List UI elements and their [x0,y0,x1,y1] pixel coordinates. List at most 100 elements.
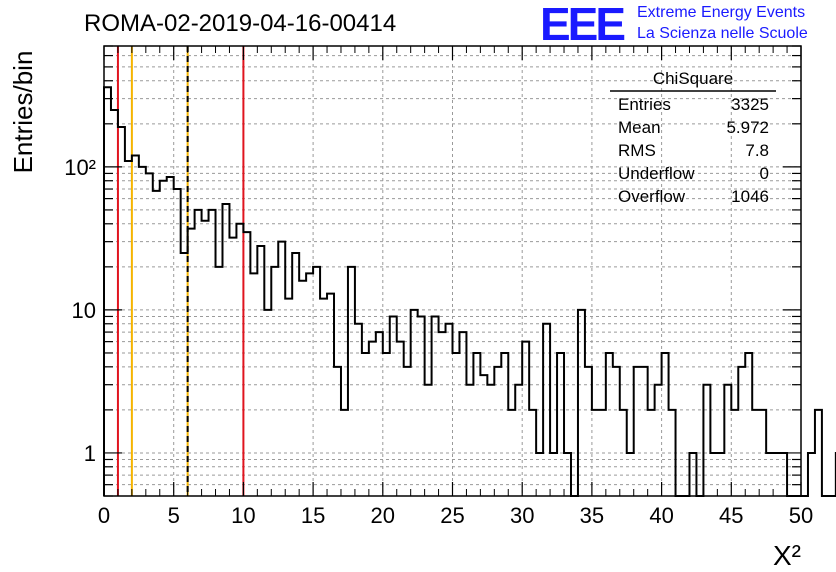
histogram-bin [118,127,125,496]
histogram-bin [167,177,174,496]
histogram-bin [327,294,334,496]
y-tick-labels: 1 10 10² [64,155,96,466]
histogram-bin [439,332,446,496]
histogram-bin [487,385,494,496]
x-tick-label: 25 [440,503,464,528]
histogram-bin [494,367,501,496]
histogram-bin [425,385,432,496]
histogram-bin [641,367,648,496]
y-tick-label: 1 [84,441,96,466]
stats-value: 1046 [731,187,769,206]
histogram-bin [766,453,773,496]
histogram-bin [264,310,271,496]
x-tick-label: 35 [580,503,604,528]
histogram-bin [557,353,564,496]
histogram-bin [376,332,383,496]
histogram-bin [620,410,627,496]
histogram-bin [662,353,669,496]
stats-box: ChiSquare Entries 3325 Mean 5.972 RMS 7.8 Unde… [610,69,776,206]
histogram-bin [299,281,306,496]
histogram-bin [627,453,634,496]
x-tick-labels: 0 5 10 15 20 25 30 35 40 45 50 [98,503,813,528]
histogram-bin [125,161,132,496]
histogram-bin [473,353,480,496]
histogram-bin [710,453,717,496]
histogram-bin [236,224,243,496]
histogram-bin [250,273,257,496]
histogram-bin [111,110,118,496]
histogram-bin [229,238,236,496]
histogram-bin [174,189,181,496]
x-tick-label: 15 [301,503,325,528]
eee-logo-mark: EEE [540,0,626,50]
histogram-bin [271,267,278,496]
histogram-bin [362,353,369,496]
histogram-bin [808,453,815,496]
histogram-bin [313,267,320,496]
histogram-bin [285,299,292,496]
histogram-bin [292,253,299,496]
x-tick-label: 20 [371,503,395,528]
histogram-bin [243,232,250,496]
histogram-bin [320,299,327,496]
histogram-bin [745,353,752,496]
histogram-bin [257,246,264,496]
histogram-outline [103,86,836,497]
histogram-bin [209,210,216,496]
histogram-bin [306,273,313,496]
histogram-bin [411,310,418,496]
histogram-bin [564,453,571,496]
stats-value: 7.8 [745,141,769,160]
axis-ticks [103,45,802,497]
y-axis-label: Entries/bin [8,51,38,174]
histogram-bin [689,453,696,496]
histogram-bin [188,229,195,496]
stats-title: ChiSquare [653,69,733,88]
x-tick-label: 30 [510,503,534,528]
stats-value: 0 [760,164,769,183]
histogram-bin [459,332,466,496]
histogram-bin [446,324,453,496]
histogram-bin [780,453,787,496]
histogram-bin [222,204,229,496]
histogram-bin [355,324,362,496]
stats-value: 3325 [731,95,769,114]
histogram-bin [397,342,404,496]
eee-logo: EEE Extreme Energy Events La Scienza nel… [540,0,836,50]
histogram-bin [466,385,473,496]
histogram-bin [480,375,487,496]
histogram-bin [578,310,585,496]
stats-label: Underflow [618,164,695,183]
x-tick-label: 5 [168,503,180,528]
plot-title: ROMA-02-2019-04-16-00414 [84,10,397,37]
histogram-bin [669,410,676,496]
logo-tagline-2: La Scienza nelle Scuole [637,25,808,42]
histogram-bin [369,342,376,496]
y-tick-label: 10 [72,298,96,323]
histogram-bin [613,367,620,496]
stats-label: Entries [618,95,671,114]
histogram-bin [181,253,188,496]
histogram-bin [599,410,606,496]
histogram-bin [724,385,731,496]
histogram-bin [334,367,341,496]
histogram-bin [195,210,202,496]
histogram-bin [752,410,759,496]
histogram-bin [731,410,738,496]
histogram-bin [153,191,160,496]
histogram-bin [738,367,745,496]
histogram-bin [536,453,543,496]
histogram-bin [453,353,460,496]
logo-tagline-1: Extreme Energy Events [637,4,806,21]
histogram-series [103,86,836,497]
histogram-bin [529,410,536,496]
x-tick-label: 50 [789,503,813,528]
x-tick-label: 45 [719,503,743,528]
x-tick-label: 10 [231,503,255,528]
y-tick-label: 10² [64,155,96,180]
histogram-bin [703,385,710,496]
histogram-bin [773,453,780,496]
histogram-bin [522,342,529,496]
histogram-bin [341,410,348,496]
